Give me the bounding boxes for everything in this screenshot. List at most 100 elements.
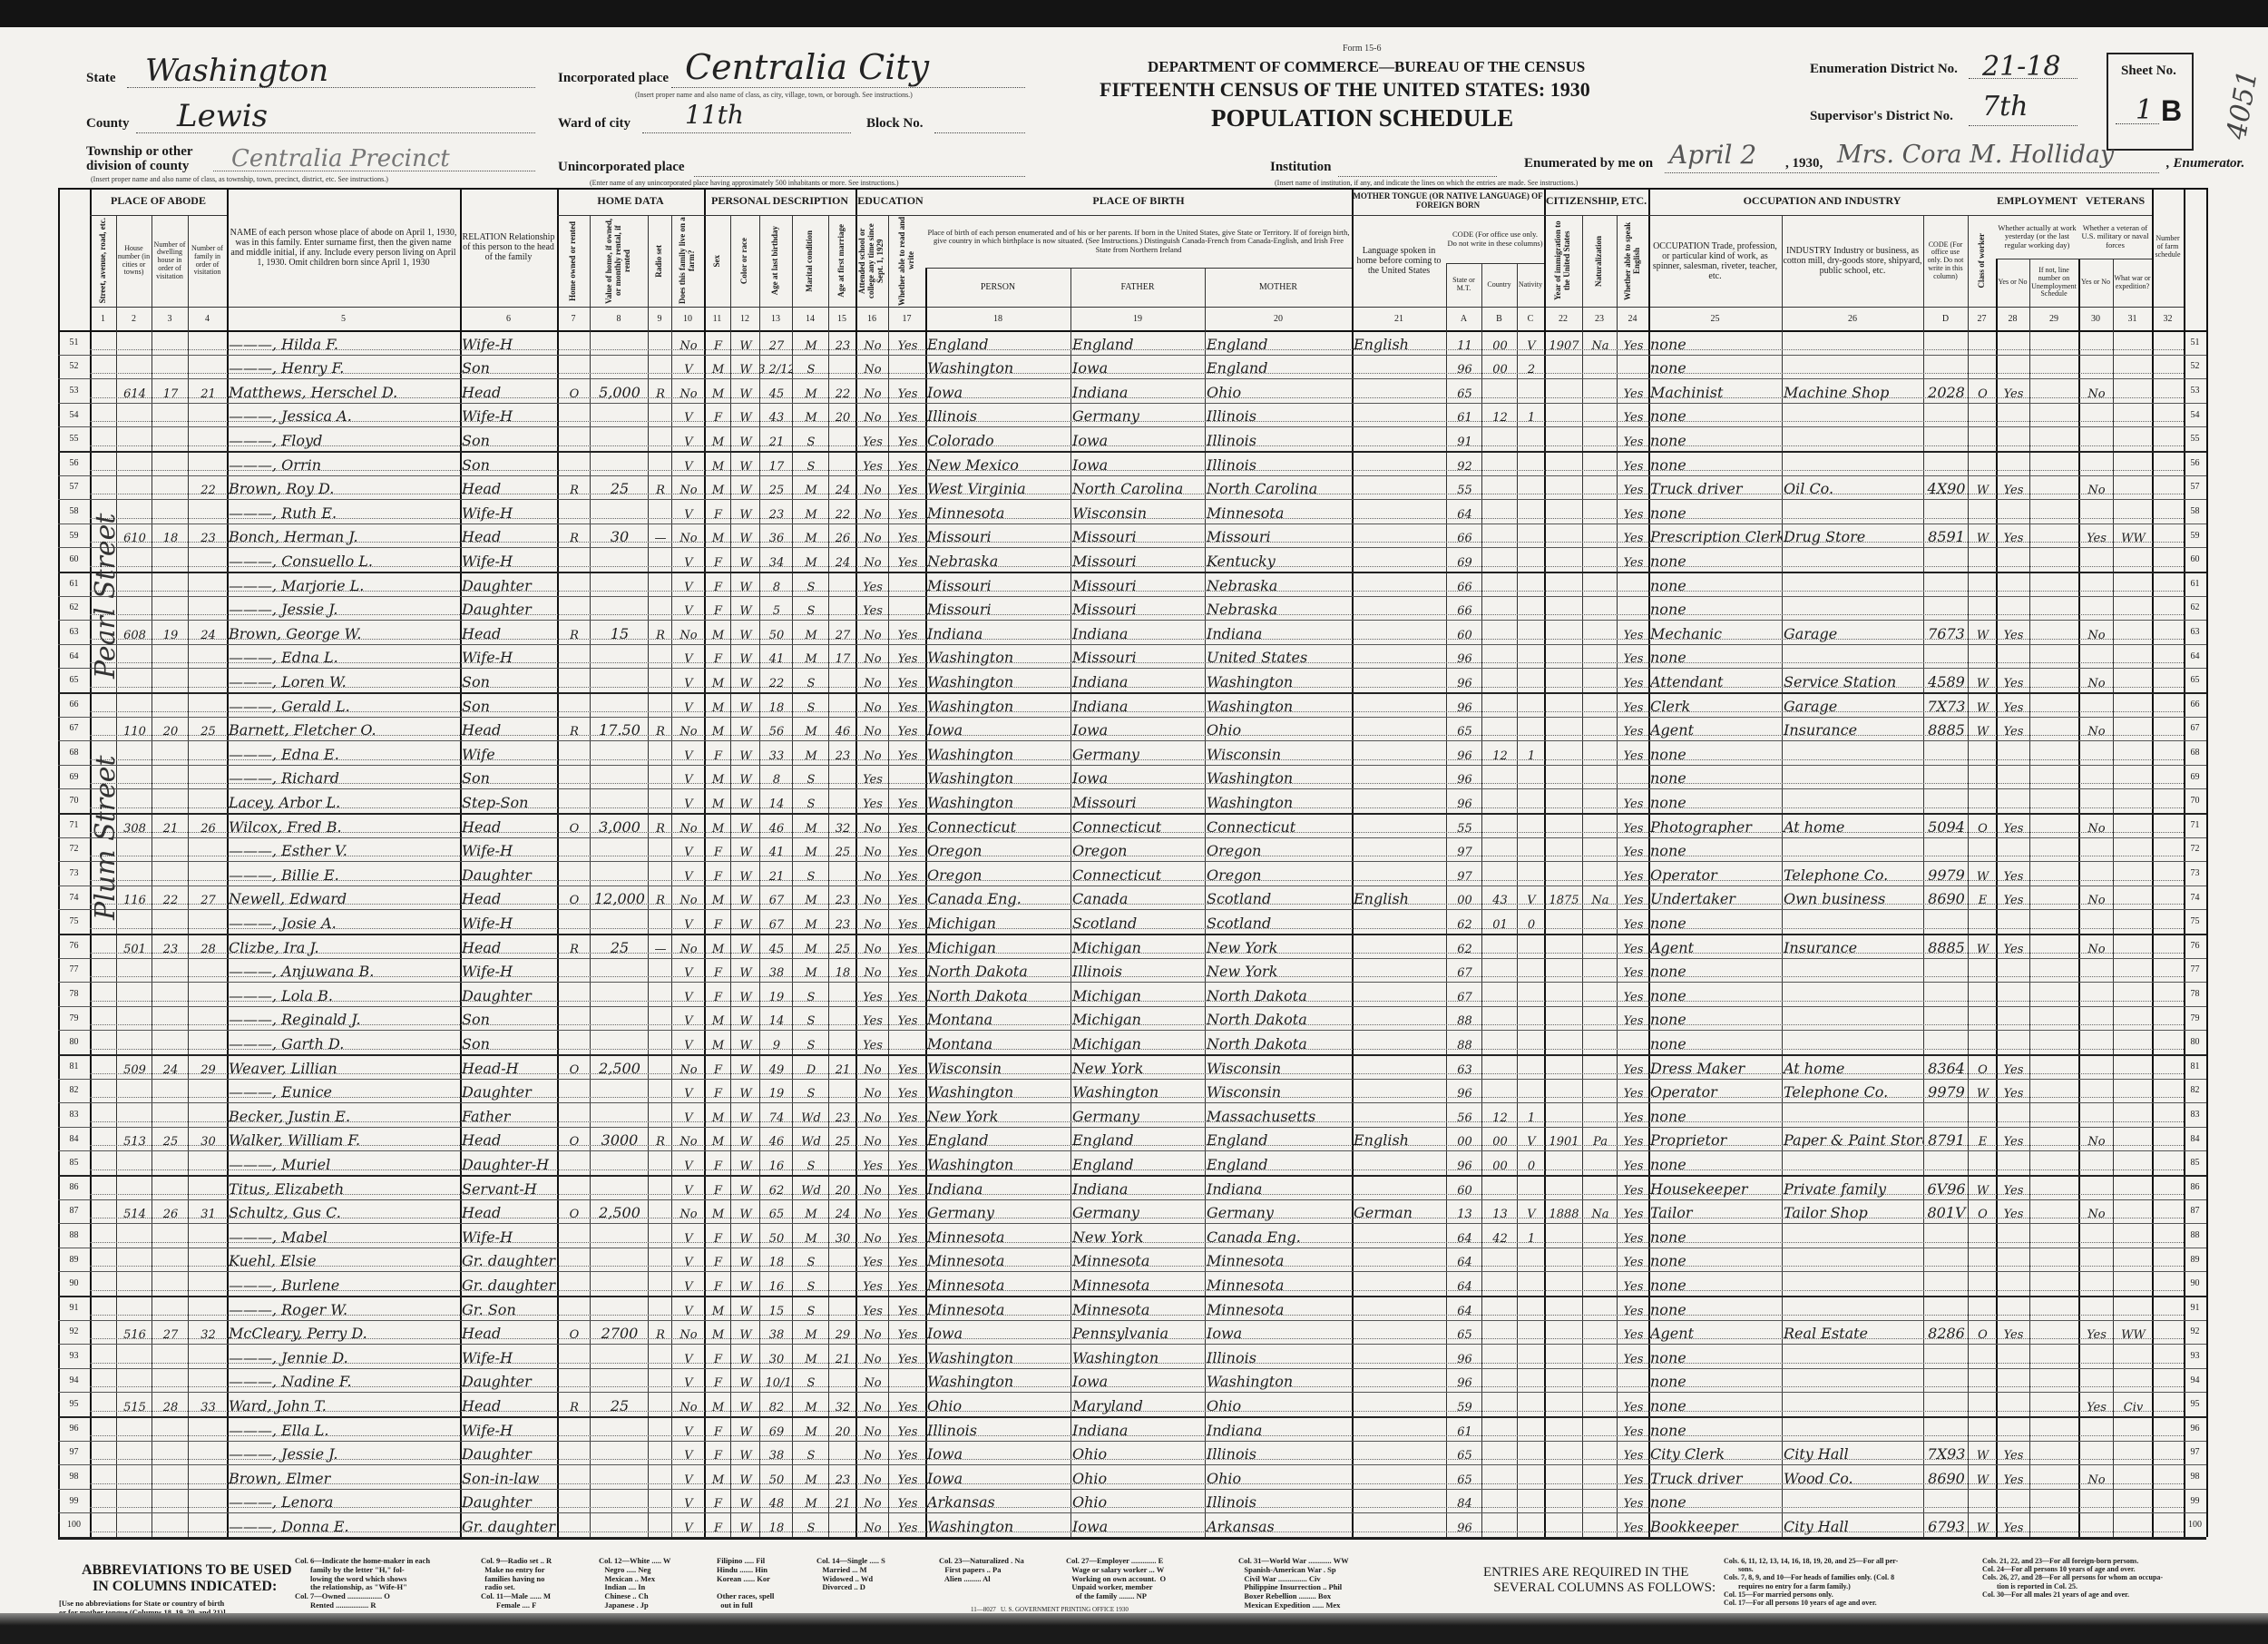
cell-tenure: R (570, 725, 579, 739)
census-title: FIFTEENTH CENSUS OF THE UNITED STATES: 1… (1100, 78, 1590, 101)
cell-age: 16 (768, 1279, 785, 1294)
column-rule (90, 188, 92, 1537)
cell-bp-person: England (927, 335, 989, 353)
cell-marital: S (807, 773, 816, 788)
line-number-right: 67 (2190, 723, 2200, 734)
cell-race: W (739, 797, 752, 811)
cell-sex: F (713, 507, 723, 522)
cell-occupation: none (1650, 407, 1686, 426)
group-rule (925, 215, 1352, 216)
column-header-at_work: Yes or No (1996, 259, 2029, 307)
cell-name: ———, Reginald J. (229, 1011, 361, 1029)
cell-bp-mother: Wisconsin (1207, 1083, 1282, 1101)
cell-read-write: Yes (897, 1256, 918, 1270)
cell-farm: V (684, 1256, 693, 1270)
line-number-right: 59 (2190, 530, 2200, 541)
cell-bp-mother: Connecticut (1207, 817, 1296, 836)
cell-occupation: Housekeeper (1650, 1179, 1748, 1198)
cell-farm: V (684, 676, 693, 690)
cell-occ-code: 8690 (1928, 890, 1965, 908)
cell-name: ———, Gerald L. (229, 697, 350, 715)
cell-read-write: Yes (897, 1473, 918, 1487)
cell-sex: M (711, 1208, 725, 1222)
cell-sex: M (711, 532, 725, 546)
cell-occupation: Operator (1650, 866, 1717, 884)
line-number: 79 (69, 1013, 79, 1023)
cell-bp-mother: Washington (1207, 793, 1294, 811)
row-guide (90, 831, 2184, 833)
abbrev-col6-7: Col. 6—Indicate the home-maker in each f… (295, 1556, 431, 1610)
subgroup-rule (925, 268, 1352, 269)
header-note-veterans_note: Whether a veteran of U.S. military or na… (2081, 222, 2149, 250)
line-number-right: 93 (2190, 1350, 2200, 1361)
cell-at-work: Yes (2003, 532, 2024, 546)
row-rule (58, 1078, 2206, 1080)
cell-age: 65 (768, 1208, 785, 1222)
cell-race: W (739, 1400, 752, 1414)
header-note-employment_note: Whether actually at work yesterday (or t… (1998, 222, 2077, 250)
column-number-school: 16 (867, 313, 876, 324)
column-rule (557, 188, 559, 1537)
cell-sex: M (711, 1473, 725, 1487)
row-rule (58, 1488, 2206, 1490)
row-guide (90, 1434, 2184, 1436)
cell-class: W (1976, 869, 1989, 884)
street-name: Pearl Street (90, 513, 122, 679)
column-header-label: CODE (For office use only. Do not write … (1927, 240, 1964, 280)
cell-age: 38 (768, 1449, 785, 1463)
row-guide (90, 758, 2184, 760)
cell-farm: V (684, 990, 693, 1004)
cell-bp-father: Ohio (1072, 1469, 1108, 1487)
cell-veteran: No (2087, 1473, 2106, 1487)
cell-bp-mother: Minnesota (1207, 1300, 1285, 1318)
header-group-education: EDUCATION (857, 194, 924, 208)
cell-school: No (864, 1376, 882, 1391)
cell-bp-father: Michigan (1072, 938, 1141, 956)
cell-race: W (739, 846, 752, 860)
row-rule (58, 475, 2206, 476)
cell-age-married: 30 (835, 1231, 851, 1246)
cell-age: 23 (768, 507, 785, 522)
cell-industry: At home (1784, 817, 1845, 836)
line-number: 69 (69, 771, 79, 782)
institution-label: Institution (1270, 160, 1332, 174)
row-guide (90, 735, 2184, 737)
cell-code-a: 64 (1457, 507, 1472, 522)
cell-occupation: none (1650, 1348, 1686, 1366)
cell-industry: Wood Co. (1784, 1469, 1853, 1487)
line-number-right: 62 (2190, 602, 2200, 613)
cell-english: Yes (1623, 676, 1644, 690)
cell-bp-father: Iowa (1072, 1517, 1109, 1535)
cell-naturalization: Na (1591, 338, 1609, 353)
cell-class: W (1976, 1087, 1989, 1101)
cell-code-a: 96 (1457, 1352, 1472, 1366)
cell-read-write: Yes (897, 411, 918, 426)
cell-occ-code: 8791 (1928, 1131, 1965, 1150)
cell-age: 4 10/12 (759, 1376, 792, 1391)
row-guide (90, 879, 2184, 881)
row-guide (90, 1072, 2184, 1074)
cell-marital: M (805, 942, 817, 956)
cell-industry: City Hall (1784, 1517, 1849, 1535)
cell-code-a: 11 (1457, 338, 1472, 353)
row-rule (58, 1175, 2206, 1177)
cell-farm: No (679, 338, 698, 353)
line-number: 94 (69, 1375, 79, 1385)
column-number-farm_schedule: 32 (2163, 313, 2173, 324)
cell-value: 3,000 (599, 817, 640, 836)
cell-industry: Insurance (1784, 721, 1858, 739)
cell-farm: V (684, 1087, 693, 1101)
cell-race: W (739, 1135, 752, 1150)
cell-race: W (739, 604, 752, 619)
column-number-bp_person: 18 (993, 313, 1002, 324)
line-number-right: 81 (2190, 1061, 2200, 1072)
cell-relation: Head (462, 1131, 502, 1150)
cell-industry: Drug Store (1784, 528, 1866, 546)
line-number-right: 97 (2190, 1447, 2200, 1458)
column-number-rule (90, 307, 2184, 308)
cell-school: No (864, 1062, 882, 1077)
cell-code-a: 65 (1457, 725, 1472, 739)
column-number-name: 5 (341, 313, 346, 324)
cell-name: ———, Mabel (229, 1228, 327, 1246)
line-number: 83 (69, 1109, 79, 1120)
